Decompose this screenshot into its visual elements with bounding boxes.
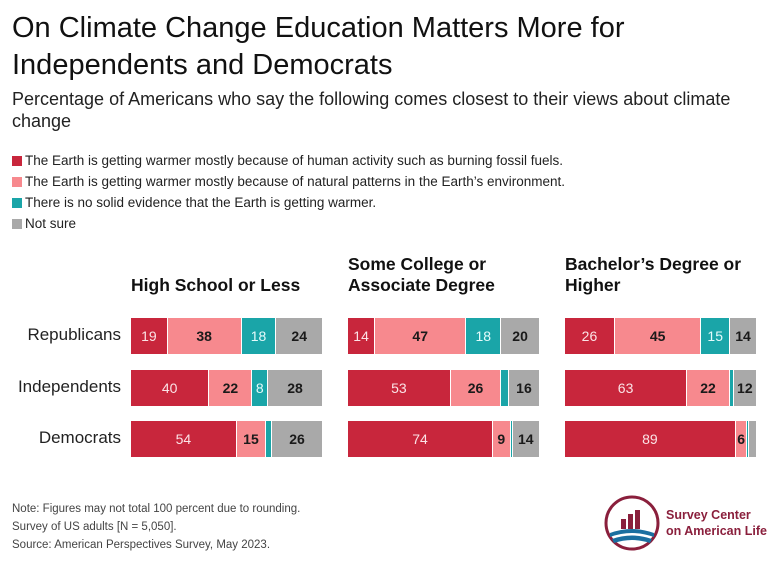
stacked-bar: 74 9 14 [348, 421, 540, 457]
stacked-bar: 26 45 15 14 [565, 318, 757, 354]
row-label: Democrats [38, 428, 121, 447]
legend-swatch [12, 197, 22, 208]
panel-title: High School or Less [131, 275, 301, 295]
bar-segment: 53 [348, 370, 451, 406]
bar-segment: 20 [501, 318, 540, 354]
bar-segment: 22 [687, 370, 730, 406]
stacked-bar: 40 22 8 28 [131, 370, 323, 406]
bar-segment: 8 [252, 370, 269, 406]
logo-line-1: Survey Center [666, 508, 751, 522]
bar-segment: 14 [348, 318, 376, 354]
bar-segment: 18 [466, 318, 502, 354]
legend-item: The Earth is getting warmer mostly becau… [12, 171, 565, 192]
bar-segment: 74 [348, 421, 493, 457]
legend-swatch [12, 155, 22, 166]
bar-segment: 15 [236, 421, 267, 457]
bar-segment: 14 [512, 421, 540, 457]
bar-segment [510, 421, 513, 457]
stacked-bar: 89 6 [565, 421, 757, 457]
bar-segment: 47 [375, 318, 467, 354]
legend-label: The Earth is getting warmer mostly becau… [25, 153, 563, 168]
bar-segment: 89 [565, 421, 736, 457]
stacked-bar: 19 38 18 24 [131, 318, 323, 354]
survey-center-logo: Survey Center on American Life [604, 495, 767, 551]
bar-segment [266, 421, 273, 457]
legend-item: The Earth is getting warmer mostly becau… [12, 150, 565, 171]
row-label: Independents [17, 377, 121, 396]
legend-label: The Earth is getting warmer mostly becau… [25, 174, 566, 189]
bar-segment: 54 [131, 421, 237, 457]
stacked-bar: 54 15 26 [131, 421, 323, 457]
bar-segment: 6 [735, 421, 748, 457]
bar-segment: 28 [268, 370, 323, 406]
bar-segment: 19 [131, 318, 168, 354]
legend-swatch [12, 218, 22, 229]
legend: The Earth is getting warmer mostly becau… [12, 150, 565, 234]
bar-segment: 24 [276, 318, 323, 354]
bar-segment [747, 421, 750, 457]
logo-line-2: on American Life [666, 524, 767, 538]
bar-segment [729, 370, 734, 406]
chart-title: On Climate Change Education Matters More… [12, 12, 625, 81]
footnote: Note: Figures may not total 100 percent … [12, 500, 300, 554]
legend-label: Not sure [25, 216, 77, 231]
bar-segment: 45 [614, 318, 702, 354]
bar-segment [501, 370, 509, 406]
bar-segment: 26 [450, 370, 502, 406]
chart-subtitle: Percentage of Americans who say the foll… [12, 89, 731, 131]
bar-segment: 12 [733, 370, 757, 406]
panel-title: Some College or Associate Degree [348, 254, 495, 295]
bar-segment: 63 [565, 370, 688, 406]
bar-segment: 16 [508, 370, 540, 406]
bar-segment: 14 [730, 318, 757, 354]
legend-label: There is no solid evidence that the Eart… [25, 195, 377, 210]
legend-item: Not sure [12, 213, 565, 234]
legend-item: There is no solid evidence that the Eart… [12, 192, 565, 213]
stacked-bar: 63 22 12 [565, 370, 757, 406]
bar-segment: 15 [701, 318, 731, 354]
footnote-line: Note: Figures may not total 100 percent … [12, 503, 301, 515]
bar-segment: 26 [272, 421, 323, 457]
bar-segment [749, 421, 757, 457]
footnote-line: Survey of US adults [N = 5,050]. [12, 521, 177, 533]
bar-segment: 18 [241, 318, 277, 354]
logo-emblem-icon [604, 495, 660, 551]
bar-segment: 26 [565, 318, 615, 354]
bar-segment: 22 [209, 370, 253, 406]
bar-segment: 38 [167, 318, 242, 354]
panel-title: Bachelor’s Degree or Higher [565, 254, 742, 295]
stacked-bar: 53 26 16 [348, 370, 540, 406]
bar-segment: 9 [492, 421, 511, 457]
bar-segment: 40 [131, 370, 210, 406]
footnote-line: Source: American Perspectives Survey, Ma… [12, 539, 271, 551]
row-label: Republicans [27, 325, 121, 344]
stacked-bar: 14 47 18 20 [348, 318, 540, 354]
legend-swatch [12, 176, 22, 187]
